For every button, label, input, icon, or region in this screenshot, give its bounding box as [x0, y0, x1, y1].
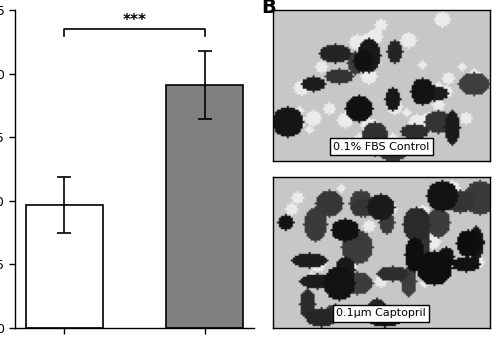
Text: ***: ***	[122, 13, 146, 28]
Bar	[26, 204, 103, 328]
Text: 0.1μm Captopril: 0.1μm Captopril	[336, 308, 426, 318]
Text: B: B	[262, 0, 276, 17]
Bar	[166, 85, 244, 328]
Text: 0.1% FBS Control: 0.1% FBS Control	[333, 142, 430, 152]
